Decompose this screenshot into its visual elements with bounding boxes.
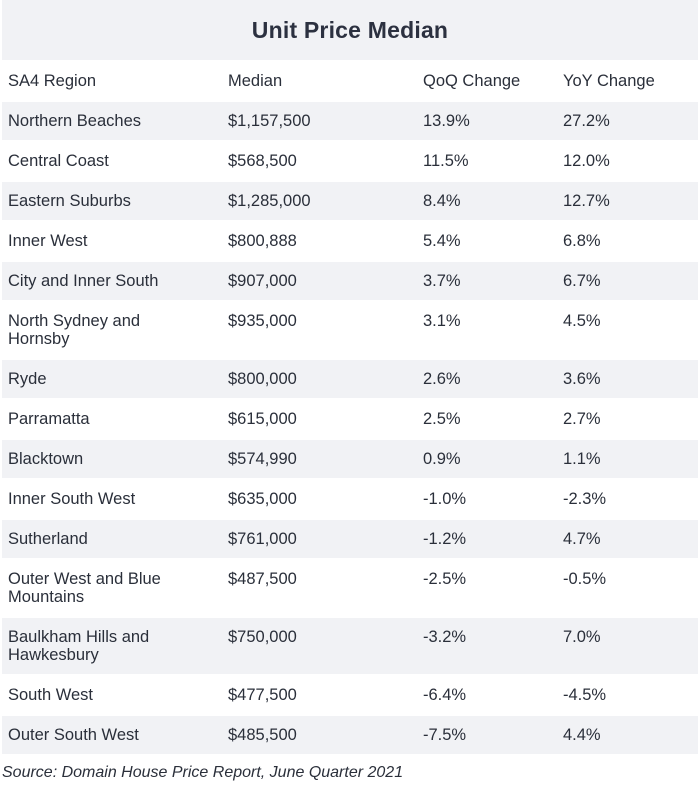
table-row: Inner South West $635,000 -1.0% -2.3%	[2, 479, 698, 519]
cell-yoy: 3.6%	[557, 359, 698, 399]
cell-qoq: -2.5%	[417, 559, 557, 617]
cell-yoy: 4.4%	[557, 715, 698, 755]
table-title: Unit Price Median	[251, 16, 449, 43]
table-row: Outer West and Blue Mountains $487,500 -2.…	[2, 559, 698, 617]
header-row: SA4 Region Median QoQ Change YoY Change	[2, 62, 698, 101]
table-row: Blacktown $574,990 0.9% 1.1%	[2, 439, 698, 479]
cell-region: Outer South West	[2, 715, 222, 755]
cell-yoy: -0.5%	[557, 559, 698, 617]
cell-median: $485,500	[222, 715, 417, 755]
cell-yoy: 1.1%	[557, 439, 698, 479]
cell-region: Central Coast	[2, 141, 222, 181]
cell-qoq: 3.7%	[417, 261, 557, 301]
cell-region: Parramatta	[2, 399, 222, 439]
cell-yoy: 2.7%	[557, 399, 698, 439]
cell-qoq: 2.6%	[417, 359, 557, 399]
table-row: Parramatta $615,000 2.5% 2.7%	[2, 399, 698, 439]
cell-median: $568,500	[222, 141, 417, 181]
cell-qoq: 13.9%	[417, 101, 557, 141]
cell-qoq: 5.4%	[417, 221, 557, 261]
cell-region: Blacktown	[2, 439, 222, 479]
cell-median: $761,000	[222, 519, 417, 559]
table-row: Inner West $800,888 5.4% 6.8%	[2, 221, 698, 261]
table-row: Ryde $800,000 2.6% 3.6%	[2, 359, 698, 399]
cell-region: Ryde	[2, 359, 222, 399]
cell-qoq: -3.2%	[417, 617, 557, 675]
cell-region: Outer West and Blue Mountains	[2, 559, 222, 617]
cell-qoq: 0.9%	[417, 439, 557, 479]
table-row: Northern Beaches $1,157,500 13.9% 27.2%	[2, 101, 698, 141]
title-bar: Unit Price Median	[2, 0, 698, 62]
cell-yoy: -2.3%	[557, 479, 698, 519]
cell-region: South West	[2, 675, 222, 715]
cell-yoy: 4.7%	[557, 519, 698, 559]
cell-median: $907,000	[222, 261, 417, 301]
column-header-yoy: YoY Change	[563, 72, 655, 90]
cell-qoq: 3.1%	[417, 301, 557, 359]
column-header-region: SA4 Region	[8, 72, 97, 90]
cell-qoq: 11.5%	[417, 141, 557, 181]
cell-region: Sutherland	[2, 519, 222, 559]
cell-yoy: 6.7%	[557, 261, 698, 301]
table-row: Eastern Suburbs $1,285,000 8.4% 12.7%	[2, 181, 698, 221]
cell-qoq: -6.4%	[417, 675, 557, 715]
cell-qoq: -1.0%	[417, 479, 557, 519]
cell-yoy: 12.7%	[557, 181, 698, 221]
cell-region: Northern Beaches	[2, 101, 222, 141]
source-note: Source: Domain House Price Report, June …	[2, 764, 404, 781]
cell-yoy: 6.8%	[557, 221, 698, 261]
cell-qoq: -7.5%	[417, 715, 557, 755]
table-row: City and Inner South $907,000 3.7% 6.7%	[2, 261, 698, 301]
cell-region: North Sydney and Hornsby	[2, 301, 222, 359]
cell-median: $1,285,000	[222, 181, 417, 221]
table-row: Outer South West $485,500 -7.5% 4.4%	[2, 715, 698, 755]
cell-median: $800,000	[222, 359, 417, 399]
cell-qoq: 8.4%	[417, 181, 557, 221]
cell-region: Eastern Suburbs	[2, 181, 222, 221]
price-table: SA4 Region Median QoQ Change YoY Change …	[2, 62, 698, 756]
cell-region: Baulkham Hills and Hawkesbury	[2, 617, 222, 675]
table-row: Baulkham Hills and Hawkesbury $750,000 -3.…	[2, 617, 698, 675]
table-body: Northern Beaches $1,157,500 13.9% 27.2% Cent…	[2, 101, 698, 755]
cell-yoy: 4.5%	[557, 301, 698, 359]
column-header-qoq: QoQ Change	[423, 72, 521, 90]
cell-median: $635,000	[222, 479, 417, 519]
cell-median: $615,000	[222, 399, 417, 439]
table-row: Central Coast $568,500 11.5% 12.0%	[2, 141, 698, 181]
cell-region: City and Inner South	[2, 261, 222, 301]
cell-yoy: 27.2%	[557, 101, 698, 141]
cell-qoq: 2.5%	[417, 399, 557, 439]
cell-region: Inner South West	[2, 479, 222, 519]
cell-median: $1,157,500	[222, 101, 417, 141]
cell-median: $935,000	[222, 301, 417, 359]
cell-qoq: -1.2%	[417, 519, 557, 559]
table-row: Sutherland $761,000 -1.2% 4.7%	[2, 519, 698, 559]
table-row: North Sydney and Hornsby $935,000 3.1% 4.5%	[2, 301, 698, 359]
cell-yoy: 7.0%	[557, 617, 698, 675]
cell-median: $800,888	[222, 221, 417, 261]
cell-yoy: 12.0%	[557, 141, 698, 181]
cell-median: $750,000	[222, 617, 417, 675]
cell-region: Inner West	[2, 221, 222, 261]
cell-median: $574,990	[222, 439, 417, 479]
cell-median: $477,500	[222, 675, 417, 715]
column-header-median: Median	[228, 72, 283, 90]
cell-yoy: -4.5%	[557, 675, 698, 715]
cell-median: $487,500	[222, 559, 417, 617]
table-row: South West $477,500 -6.4% -4.5%	[2, 675, 698, 715]
